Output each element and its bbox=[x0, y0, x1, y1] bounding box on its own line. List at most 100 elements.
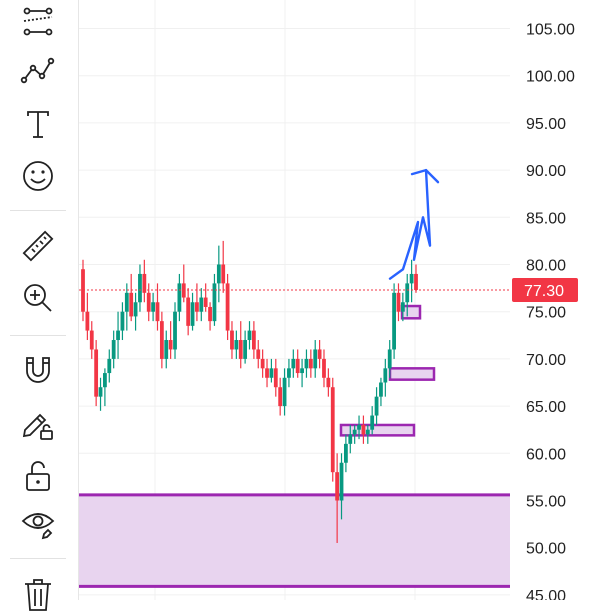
candle bbox=[295, 358, 300, 374]
text-tool-icon bbox=[27, 111, 49, 138]
trend-lines-tool-icon bbox=[23, 7, 53, 36]
zoom-in-tool-icon bbox=[24, 284, 52, 312]
candle bbox=[256, 349, 261, 359]
candle bbox=[365, 429, 370, 435]
candle bbox=[94, 349, 99, 397]
candle bbox=[120, 311, 125, 331]
current-price-tag: 77.30 bbox=[512, 277, 578, 302]
candle bbox=[348, 434, 353, 444]
emoji-tool-icon bbox=[23, 161, 53, 191]
candle bbox=[335, 472, 340, 501]
magnet-tool[interactable] bbox=[14, 350, 62, 390]
candle bbox=[326, 377, 331, 388]
arrow-drawing-head bbox=[410, 168, 440, 184]
candle bbox=[151, 302, 156, 312]
candle bbox=[322, 358, 326, 378]
zone-band[interactable] bbox=[79, 494, 510, 587]
unlock-tool-icon bbox=[26, 461, 50, 491]
current-price-tag-background bbox=[512, 277, 578, 302]
candle bbox=[142, 273, 147, 293]
candle bbox=[155, 302, 160, 322]
lock-drawing-tool[interactable] bbox=[14, 404, 62, 444]
candle bbox=[392, 292, 396, 350]
price-chart[interactable]: 105.00 100.00 95.00 90.00 85.00 80.00 75.00 70.… bbox=[79, 0, 600, 600]
visibility-tool[interactable] bbox=[14, 502, 62, 542]
candle bbox=[186, 297, 191, 326]
visibility-tool-icon bbox=[21, 513, 55, 540]
candle bbox=[282, 377, 287, 407]
candle bbox=[85, 311, 90, 331]
candle bbox=[370, 415, 375, 430]
drawing-toolbar bbox=[0, 0, 79, 611]
arrow-drawing[interactable] bbox=[388, 168, 432, 280]
candle bbox=[173, 311, 177, 350]
price-axis-label: 95.00 bbox=[526, 116, 566, 133]
price-axis-label: 45.00 bbox=[526, 588, 566, 600]
patterns-tool-icon bbox=[20, 57, 55, 84]
candles bbox=[81, 240, 418, 543]
candle bbox=[387, 349, 392, 369]
candle bbox=[133, 302, 138, 317]
text-tool[interactable] bbox=[14, 104, 62, 144]
candle bbox=[379, 382, 383, 397]
candle bbox=[203, 297, 208, 307]
price-axis-label: 90.00 bbox=[526, 163, 566, 180]
price-axis-label: 65.00 bbox=[526, 399, 566, 416]
magnet-tool-icon bbox=[26, 357, 50, 383]
candle bbox=[278, 387, 283, 407]
candle bbox=[409, 273, 414, 284]
candle bbox=[400, 302, 405, 312]
patterns-tool[interactable] bbox=[14, 50, 62, 90]
price-axis: 105.00 100.00 95.00 90.00 85.00 80.00 75.00 70.… bbox=[526, 22, 575, 601]
zones bbox=[79, 304, 510, 588]
candle bbox=[330, 387, 335, 473]
candle bbox=[317, 349, 322, 359]
candle bbox=[396, 292, 401, 312]
trash-tool-icon bbox=[25, 579, 51, 611]
candle bbox=[243, 340, 248, 359]
candle bbox=[107, 358, 112, 374]
candle bbox=[89, 330, 94, 350]
candle bbox=[199, 297, 204, 312]
candle bbox=[234, 340, 239, 350]
candle bbox=[313, 349, 318, 369]
zone-box[interactable] bbox=[339, 423, 416, 437]
candle bbox=[195, 302, 199, 312]
candle bbox=[159, 321, 164, 359]
candle bbox=[146, 292, 151, 312]
candle bbox=[129, 292, 134, 317]
candle bbox=[273, 368, 278, 388]
trash-tool[interactable] bbox=[14, 574, 62, 614]
candle bbox=[260, 358, 265, 369]
price-axis-label: 100.00 bbox=[526, 69, 575, 86]
price-axis-label: 105.00 bbox=[526, 22, 575, 39]
candle bbox=[177, 283, 182, 312]
candle bbox=[168, 340, 173, 350]
candle bbox=[304, 358, 309, 369]
candle bbox=[308, 358, 313, 369]
unlock-tool[interactable] bbox=[14, 456, 62, 496]
emoji-tool[interactable] bbox=[14, 156, 62, 196]
candle bbox=[374, 396, 379, 416]
candle bbox=[111, 340, 116, 359]
zone-box[interactable] bbox=[388, 367, 436, 381]
candle bbox=[265, 368, 269, 378]
price-axis-label: 75.00 bbox=[526, 305, 566, 322]
zoom-in-tool[interactable] bbox=[14, 278, 62, 318]
candle bbox=[138, 273, 142, 303]
candle bbox=[208, 306, 212, 322]
candle bbox=[116, 330, 120, 341]
candle bbox=[247, 330, 252, 341]
candle bbox=[300, 368, 304, 374]
trend-lines-tool[interactable] bbox=[14, 2, 62, 42]
price-axis-label: 50.00 bbox=[526, 541, 566, 558]
candle bbox=[361, 424, 366, 435]
candle bbox=[269, 368, 274, 378]
price-axis-label: 55.00 bbox=[526, 494, 566, 511]
price-axis-label: 85.00 bbox=[526, 210, 566, 227]
candle bbox=[212, 283, 217, 322]
zone-box[interactable] bbox=[400, 304, 422, 320]
price-axis-label: 80.00 bbox=[526, 258, 566, 275]
candle bbox=[383, 368, 388, 383]
ruler-tool[interactable] bbox=[14, 226, 62, 266]
